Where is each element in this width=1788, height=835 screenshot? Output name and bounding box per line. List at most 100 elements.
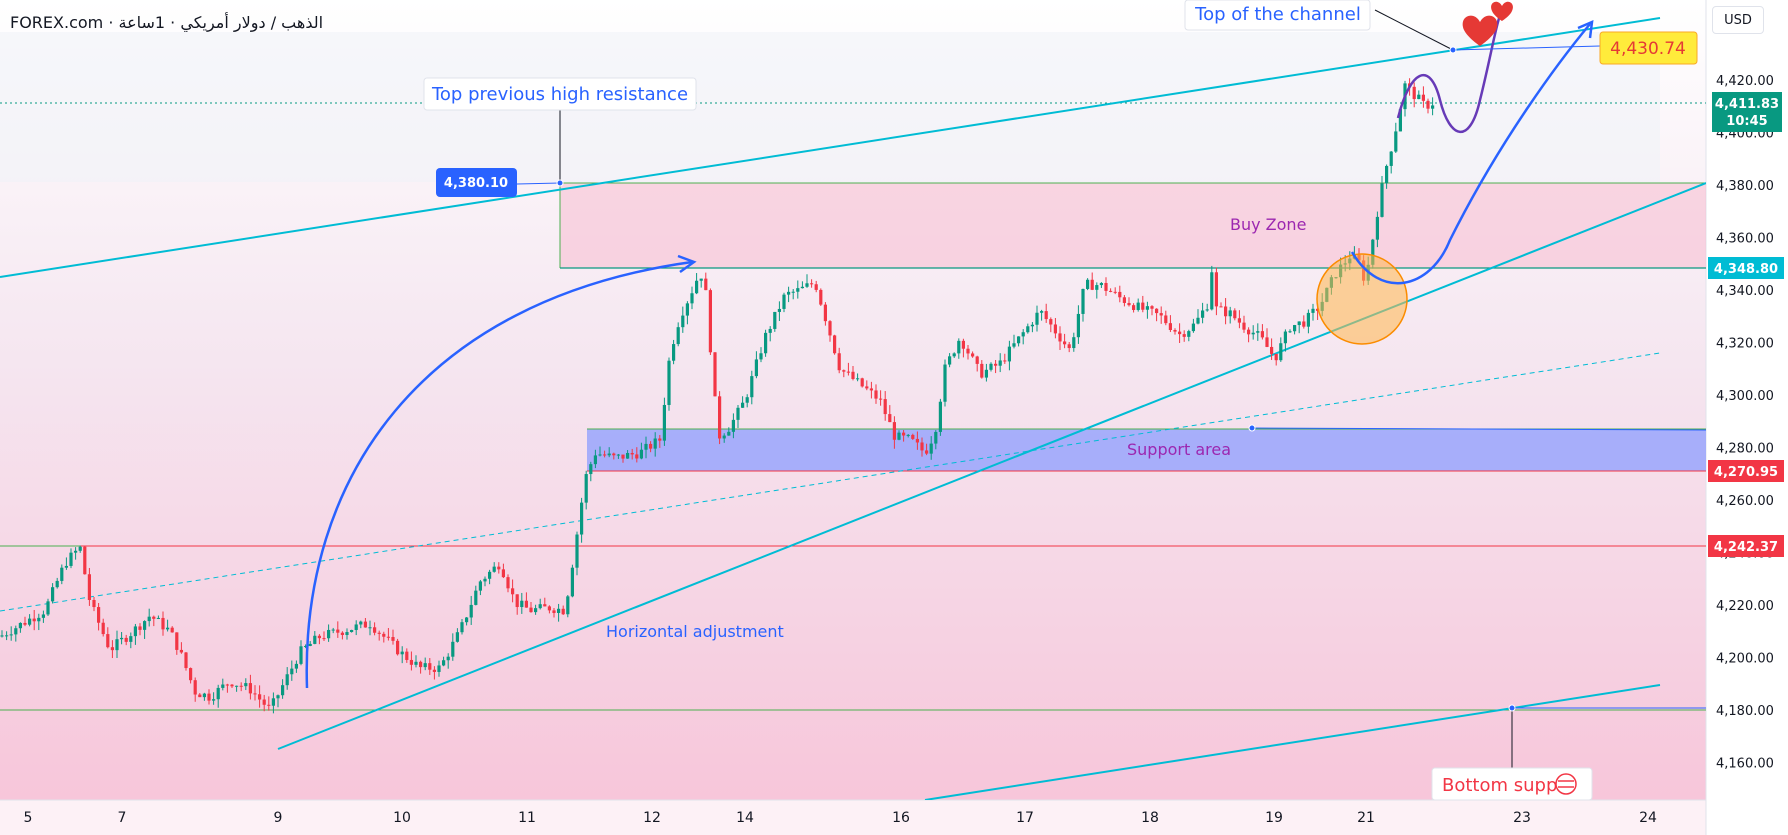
candle-down <box>1127 302 1131 306</box>
candle-up <box>455 632 459 642</box>
candle-up <box>984 369 988 378</box>
candle-down <box>184 652 188 669</box>
candle-down <box>101 622 105 635</box>
candle-up <box>759 353 763 360</box>
candle-up <box>1283 331 1287 344</box>
pullback-curve <box>1396 14 1502 134</box>
candle-up <box>368 627 372 629</box>
candle-up <box>754 359 758 377</box>
candle-down <box>515 594 519 608</box>
target-arrow-head <box>1577 19 1594 39</box>
candle-up <box>1187 331 1191 337</box>
candle-up <box>460 622 464 633</box>
level-4270-badge: 4,270.95 <box>1708 460 1784 482</box>
x-tick-label: 19 <box>1265 810 1283 826</box>
y-tick-label: 4,300.00 <box>1716 389 1774 404</box>
candle-up <box>235 685 239 687</box>
candle-down <box>892 422 896 440</box>
candle-up <box>690 293 694 304</box>
x-tick-label: 14 <box>736 810 754 826</box>
candle-down <box>920 442 924 451</box>
candle-up <box>722 435 726 439</box>
candle-up <box>478 581 482 591</box>
candle-down <box>428 663 432 670</box>
candle-down <box>1178 331 1182 335</box>
channel-shading <box>0 32 1660 182</box>
candle-up <box>304 645 308 647</box>
candle-down <box>193 680 197 695</box>
currency-button[interactable]: USD <box>1712 6 1764 34</box>
candle-up <box>777 308 781 312</box>
candle-up <box>400 651 404 655</box>
candle-down <box>161 617 165 630</box>
candle-down <box>1067 344 1071 349</box>
candle-up <box>773 311 777 329</box>
candle-up <box>741 402 745 408</box>
bottom-support-callout[interactable]: Bottom supp <box>1431 767 1593 801</box>
candle-up <box>1072 337 1076 349</box>
candle-up <box>1256 331 1260 333</box>
candle-up <box>327 629 331 639</box>
candle-down <box>888 414 892 423</box>
candle-down <box>1274 353 1278 361</box>
time-axis-panel <box>0 800 1706 835</box>
candle-down <box>814 284 818 290</box>
resistance-badge[interactable]: 4,380.10 <box>436 168 517 197</box>
candle-down <box>561 608 565 615</box>
candle-up <box>731 419 735 432</box>
candle-up <box>1017 336 1021 344</box>
candle-up <box>294 663 298 669</box>
candle-up <box>681 315 685 328</box>
lower-channel-line <box>924 684 1661 800</box>
buy-circle-highlight <box>1316 253 1408 345</box>
candle-up <box>414 661 418 665</box>
candle-up <box>313 635 317 644</box>
top-previous-text: Top previous high resistance <box>431 84 688 105</box>
candle-down <box>322 638 326 640</box>
candle-up <box>359 621 363 625</box>
candle-up <box>538 604 542 609</box>
x-tick-label: 5 <box>24 810 33 826</box>
candle-up <box>805 283 809 287</box>
x-tick-label: 18 <box>1141 810 1159 826</box>
price-axis-panel <box>1706 0 1788 835</box>
y-tick-label: 4,160.00 <box>1716 757 1774 772</box>
candle-down <box>175 632 179 650</box>
candle-up <box>534 608 538 613</box>
candle-up <box>437 665 441 672</box>
candle-down <box>1113 291 1117 293</box>
candle-up <box>55 580 59 588</box>
candle-down <box>658 438 662 441</box>
candle-up <box>736 407 740 420</box>
candle-up <box>1035 312 1039 325</box>
y-tick-label: 4,200.00 <box>1716 652 1774 667</box>
candle-up <box>639 449 643 459</box>
candle-down <box>961 340 965 349</box>
candle-down <box>1173 329 1177 332</box>
x-tick-label: 21 <box>1357 810 1375 826</box>
resistance-badge-text: 4,380.10 <box>444 176 508 191</box>
x-tick-label: 24 <box>1639 810 1657 826</box>
top-channel-callout[interactable]: Top of the channel <box>1184 0 1371 31</box>
top-previous-callout[interactable]: Top previous high resistance <box>423 77 697 111</box>
candle-down <box>1426 100 1430 109</box>
candle-up <box>1251 332 1255 335</box>
candle-up <box>308 643 312 646</box>
candle-up <box>1297 321 1301 326</box>
candle-down <box>506 577 510 589</box>
candle-down <box>1247 329 1251 335</box>
candle-down <box>846 371 850 373</box>
candle-down <box>83 546 87 575</box>
candle-down <box>860 378 864 387</box>
candle-up <box>575 534 579 568</box>
candle-down <box>1003 360 1007 362</box>
time-axis[interactable]: 5 7 9 10 11 12 14 16 17 18 19 21 23 24 <box>24 810 1657 826</box>
candle-up <box>598 454 602 456</box>
x-tick-label: 9 <box>274 810 283 826</box>
candle-up <box>1191 323 1195 332</box>
countdown-text: 10:45 <box>1726 114 1767 129</box>
candle-up <box>143 621 147 630</box>
candle-up <box>216 687 220 700</box>
target-price-badge: 4,430.74 <box>1599 31 1698 65</box>
